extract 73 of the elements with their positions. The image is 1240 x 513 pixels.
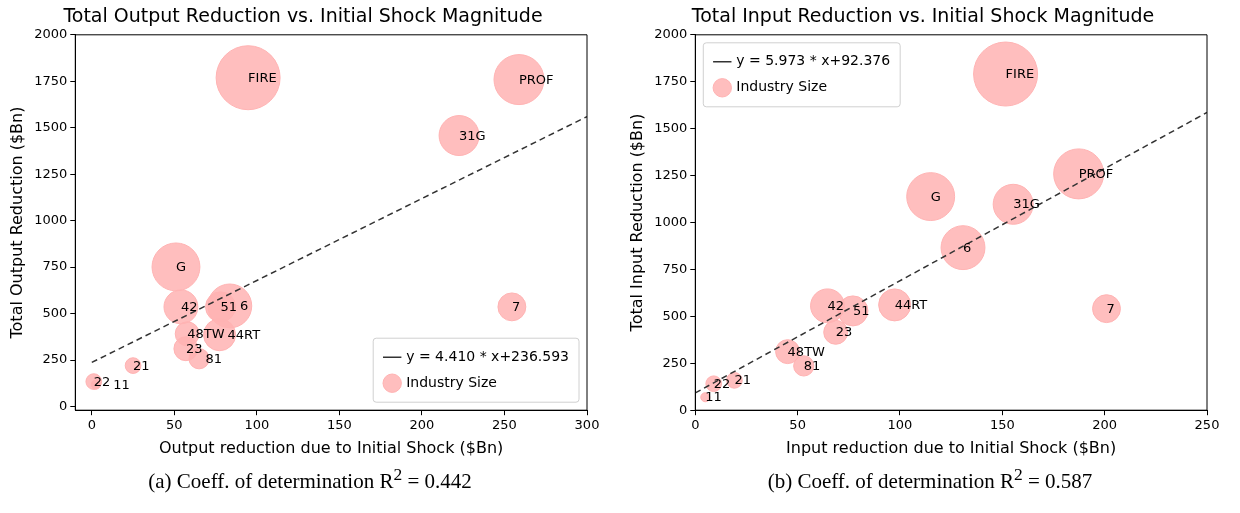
annotation: 11 — [705, 389, 722, 405]
annotation: 22 — [93, 373, 111, 389]
annotation: G — [930, 188, 941, 204]
y-tick-label: 1750 — [654, 73, 688, 89]
y-axis-title: Total Output Reduction ($Bn) — [6, 106, 26, 340]
y-tick-label: 0 — [59, 397, 68, 413]
y-tick-label: 500 — [662, 307, 688, 323]
x-tick-label: 0 — [691, 417, 700, 433]
y-tick-label: 500 — [42, 304, 68, 320]
y-tick-label: 1000 — [654, 213, 688, 229]
y-tick-label: 1250 — [34, 165, 68, 181]
annotation: 31G — [459, 127, 486, 143]
legend-label: Industry Size — [406, 373, 497, 390]
y-axis-title: Total Input Reduction ($Bn) — [626, 113, 646, 333]
annotation: 21 — [133, 357, 150, 373]
chart-title: Total Output Reduction vs. Initial Shock Magnitude — [62, 4, 543, 27]
y-tick-label: 2000 — [34, 26, 68, 42]
x-tick-label: 250 — [1194, 417, 1220, 433]
y-tick-label: 2000 — [654, 26, 688, 42]
x-tick-label: 300 — [574, 417, 600, 433]
y-tick-label: 1750 — [34, 72, 68, 88]
annotation: 51 — [852, 302, 870, 318]
annotation: 6 — [240, 297, 249, 313]
annotation: 11 — [113, 376, 130, 392]
legend-label: y = 4.410 * x+236.593 — [406, 347, 570, 364]
annotation: 42 — [827, 297, 845, 313]
y-tick-label: 1500 — [34, 119, 68, 135]
annotation: 42 — [180, 298, 198, 314]
x-axis-title: Input reduction due to Initial Shock ($Bn) — [786, 437, 1117, 457]
annotation: 7 — [1106, 300, 1115, 316]
annotation: 51 — [220, 298, 238, 314]
x-tick-label: 50 — [789, 417, 806, 433]
x-axis-title: Output reduction due to Initial Shock ($Bn) — [158, 437, 504, 457]
x-tick-label: 150 — [989, 417, 1015, 433]
annotation: 81 — [205, 350, 222, 366]
annotation: 81 — [803, 357, 821, 373]
y-tick-label: 1500 — [654, 120, 688, 136]
annotation: 48TW — [187, 325, 225, 341]
x-tick-label: 150 — [326, 417, 352, 433]
x-tick-label: 250 — [492, 417, 517, 433]
annotation: 7 — [511, 298, 521, 314]
x-tick-label: 50 — [166, 417, 183, 433]
annotation: FIRE — [1005, 66, 1035, 82]
annotation: 23 — [835, 324, 853, 340]
annotation: PROF — [1078, 165, 1114, 181]
y-tick-label: 750 — [42, 258, 68, 274]
annotation: 31G — [1013, 196, 1040, 212]
chart-title: Total Input Reduction vs. Initial Shock Magnitude — [690, 4, 1155, 27]
y-tick-label: 250 — [42, 351, 68, 367]
annotation: 44RT — [227, 326, 261, 342]
legend-label: Industry Size — [736, 78, 828, 95]
annotation: 23 — [185, 340, 203, 356]
x-tick-label: 200 — [1092, 417, 1118, 433]
annotation: PROF — [518, 71, 554, 87]
annotation: 48TW — [787, 343, 826, 359]
y-tick-label: 750 — [662, 260, 688, 276]
y-tick-label: 1000 — [34, 212, 68, 228]
x-tick-label: 100 — [244, 417, 270, 433]
annotation: G — [175, 258, 187, 274]
y-tick-label: 1250 — [654, 166, 688, 182]
annotation: FIRE — [248, 69, 277, 85]
x-tick-label: 200 — [409, 417, 435, 433]
annotation: 21 — [734, 372, 751, 388]
x-tick-label: 0 — [87, 417, 96, 433]
y-tick-label: 250 — [662, 354, 688, 370]
annotation: 44RT — [894, 296, 928, 312]
x-tick-label: 100 — [887, 417, 913, 433]
text: (b) Coeff. of determination R$^{2}$ = 0.587 — [767, 464, 1093, 494]
annotation: 22 — [713, 375, 731, 391]
y-tick-label: 0 — [679, 401, 688, 417]
text: (a) Coeff. of determination R$^{2}$ = 0.442 — [148, 464, 472, 494]
legend-label: y = 5.973 * x+92.376 — [736, 52, 891, 69]
annotation: 6 — [963, 239, 972, 255]
